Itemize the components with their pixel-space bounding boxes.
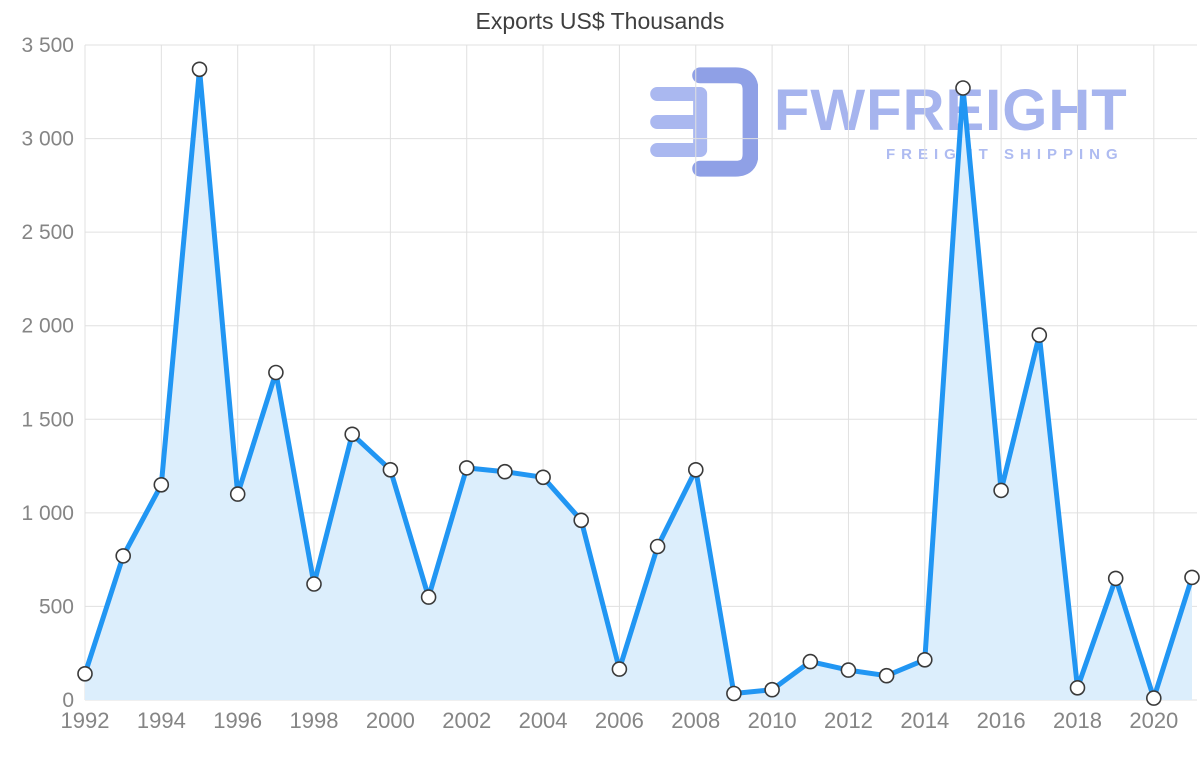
svg-text:2006: 2006	[595, 708, 644, 733]
svg-text:2020: 2020	[1129, 708, 1178, 733]
brand-logo-icon	[650, 67, 758, 177]
brand-watermark: FWFREIGHT FREIGHT SHIPPING	[646, 62, 1128, 182]
brand-name: FWFREIGHT	[774, 77, 1128, 143]
svg-text:1998: 1998	[290, 708, 339, 733]
svg-text:2010: 2010	[748, 708, 797, 733]
svg-text:1 000: 1 000	[21, 502, 74, 525]
svg-text:2002: 2002	[442, 708, 491, 733]
svg-text:0: 0	[62, 689, 74, 712]
svg-text:2 500: 2 500	[21, 221, 74, 244]
svg-text:1996: 1996	[213, 708, 262, 733]
svg-text:1992: 1992	[61, 708, 110, 733]
svg-text:2 000: 2 000	[21, 315, 74, 338]
svg-text:1 500: 1 500	[21, 408, 74, 431]
svg-text:2016: 2016	[977, 708, 1026, 733]
svg-text:3 000: 3 000	[21, 128, 74, 151]
svg-text:2018: 2018	[1053, 708, 1102, 733]
svg-text:2000: 2000	[366, 708, 415, 733]
svg-text:500: 500	[39, 595, 74, 618]
svg-text:2008: 2008	[671, 708, 720, 733]
svg-text:1994: 1994	[137, 708, 186, 733]
svg-text:2014: 2014	[900, 708, 949, 733]
chart-title: Exports US$ Thousands	[475, 8, 725, 34]
svg-text:2004: 2004	[519, 708, 568, 733]
brand-tagline: FREIGHT SHIPPING	[886, 145, 1124, 163]
svg-text:3 500: 3 500	[21, 34, 74, 57]
svg-text:2012: 2012	[824, 708, 873, 733]
